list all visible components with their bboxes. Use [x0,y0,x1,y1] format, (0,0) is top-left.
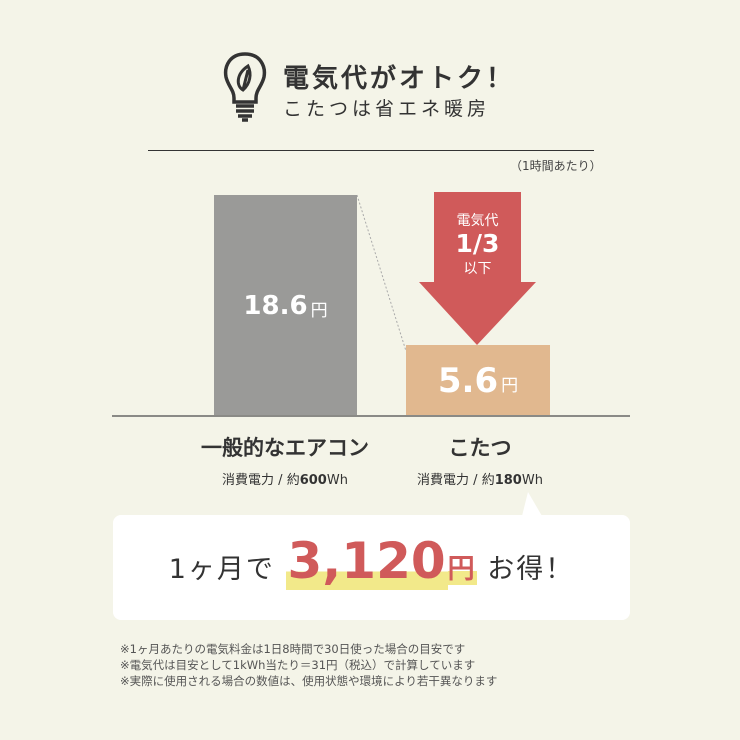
spec-aircon: 消費電力 / 約600Wh [222,473,348,488]
footnote: ※電気代は目安として1kWh当たり＝31円（税込）で計算しています [120,658,476,672]
bubble-tail [522,492,542,516]
bar-value-label: 5.6 [437,360,499,401]
lightbulb-leaf-icon [223,52,267,122]
page-subtitle: こたつは省エネ暖房 [283,98,491,120]
footnote: ※実際に使用される場合の数値は、使用状態や環境により若干異なります [120,674,498,688]
category-label-kotatsu: こたつ [448,436,512,460]
spec-kotatsu: 消費電力 / 約180Wh [417,473,543,488]
x-axis-baseline [112,415,630,417]
savings-summary: 1ヶ月で 3,120円 お得！ [113,532,630,590]
unit-note: （1時間あたり） [510,159,602,173]
down-arrow-shape [419,192,536,345]
reduction-annotation: 電気代 1/3 以下 [420,210,535,278]
savings-unit: 円 [447,554,477,585]
page-title: 電気代がオトク！ [283,64,516,94]
footnote: ※1ヶ月あたりの電気料金は1日8時間で30日使った場合の目安です [120,642,466,656]
footnotes: ※1ヶ月あたりの電気料金は1日8時間で30日使った場合の目安です ※電気代は目安… [120,641,497,689]
bar-unit: 円 [501,376,519,396]
annotation-fraction: 1/3 [455,229,500,258]
savings-amount: 3,120 [285,532,448,590]
category-label-aircon: 一般的なエアコン [201,436,369,460]
bar-kotatsu: 5.6 円 [406,345,550,416]
annotation-line3: 以下 [463,261,492,277]
bar-value-label: 18.6 [243,290,308,321]
bar-aircon: 18.6 円 [214,195,357,416]
summary-prefix: 1ヶ月で [168,554,275,585]
divider [148,150,594,151]
summary-suffix: お得！ [487,554,575,585]
annotation-line1: 電気代 [456,213,499,229]
bar-unit: 円 [310,301,328,321]
